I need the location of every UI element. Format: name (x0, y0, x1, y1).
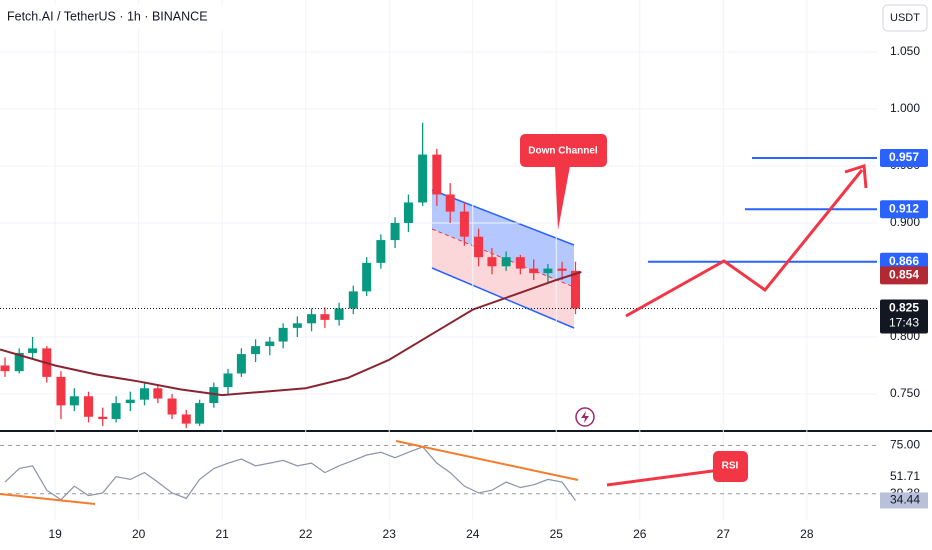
x-tick-label: 26 (633, 527, 647, 541)
price-label: 0.912 (889, 201, 919, 215)
currency-button[interactable] (882, 4, 928, 32)
candle-body (432, 154, 442, 195)
price-label: 0.854 (889, 268, 919, 282)
candle-body (362, 262, 372, 292)
candle-body (418, 154, 428, 203)
candle-body (292, 323, 302, 328)
channel-lower (432, 229, 574, 328)
y-tick-label: 1.000 (890, 101, 920, 115)
callout-box (713, 451, 748, 482)
candle-body (236, 354, 246, 374)
candle-body (265, 341, 275, 347)
price-label: 0.957 (889, 150, 919, 164)
candle-body (445, 194, 455, 212)
candle-body (125, 399, 135, 404)
x-tick-label: 23 (383, 527, 397, 541)
currency: USDT (890, 12, 920, 24)
candle-body (570, 270, 580, 309)
moving-average (0, 271, 582, 397)
callout-pointer (555, 166, 570, 230)
header-bg (0, 4, 250, 30)
x-tick-label: 28 (800, 527, 814, 541)
price-label: 0.866 (889, 254, 919, 268)
rsi-tick-label: 34.44 (890, 493, 920, 507)
candle-body (251, 346, 261, 355)
rsi-trendline (395, 440, 579, 481)
projection-arrow (625, 169, 864, 318)
y-tick-label: 1.050 (890, 44, 920, 58)
candle-body (209, 387, 219, 404)
candle-body (153, 388, 163, 399)
y-tick-label: 0.750 (890, 386, 920, 400)
price-box (880, 149, 928, 168)
candle-body (348, 291, 358, 309)
x-tick-label: 21 (215, 527, 229, 541)
rsi-pointer-line (606, 468, 721, 487)
symbol-title: Fetch.AI / TetherUS · 1h · BINANCE (7, 9, 208, 23)
x-tick-label: 22 (299, 527, 313, 541)
rsi-tick-label: 75.00 (890, 438, 920, 452)
candle-body (557, 268, 567, 271)
candle-body (56, 376, 66, 406)
callout-text: RSI (722, 461, 739, 472)
candle-body (98, 416, 108, 420)
x-tick-label: 27 (717, 527, 731, 541)
candle-body (167, 398, 177, 415)
rsi-tick-label: 51.71 (890, 469, 920, 483)
price-box (880, 252, 928, 271)
price-box (880, 299, 928, 334)
candle-body (334, 308, 344, 320)
candle-body (28, 348, 38, 353)
candle-body (376, 240, 386, 263)
channel-line (431, 189, 575, 246)
candle-body (111, 403, 121, 420)
event-icon-bolt (581, 411, 589, 423)
candle-body (474, 236, 484, 258)
value-box (880, 492, 928, 509)
candle-body (14, 352, 24, 372)
x-tick-label: 24 (466, 527, 480, 541)
candle-body (278, 327, 288, 342)
y-tick-label: 0.900 (890, 215, 920, 229)
price-label: 0.825 (889, 301, 919, 315)
candle-body (181, 414, 191, 424)
callout-text: Down Channel (528, 146, 598, 157)
candle-body (403, 202, 413, 223)
candle-body (223, 373, 233, 388)
candle-body (515, 257, 525, 269)
arrow-head (844, 164, 868, 189)
candle-body (195, 403, 205, 424)
candle-body (390, 222, 400, 241)
channel-mid (431, 228, 575, 288)
countdown: 17:43 (889, 316, 919, 330)
candle-body (487, 257, 497, 267)
candle-body (139, 388, 149, 400)
rsi-trendline (0, 493, 96, 505)
x-tick-label: 25 (550, 527, 564, 541)
x-tick-label: 19 (48, 527, 62, 541)
rsi-line (4, 446, 576, 501)
event-icon[interactable] (575, 407, 595, 427)
price-box (880, 266, 928, 285)
candle-body (84, 396, 94, 417)
candle-body (69, 396, 79, 406)
candle-body (459, 211, 469, 237)
candle-body (320, 314, 330, 320)
candle-body (501, 257, 511, 267)
callout-box (520, 134, 607, 167)
x-tick-label: 20 (132, 527, 146, 541)
candle-body (543, 268, 553, 274)
candle-body (307, 314, 317, 324)
candle-body (529, 268, 539, 274)
price-box (880, 200, 928, 219)
candle-body (0, 365, 10, 372)
